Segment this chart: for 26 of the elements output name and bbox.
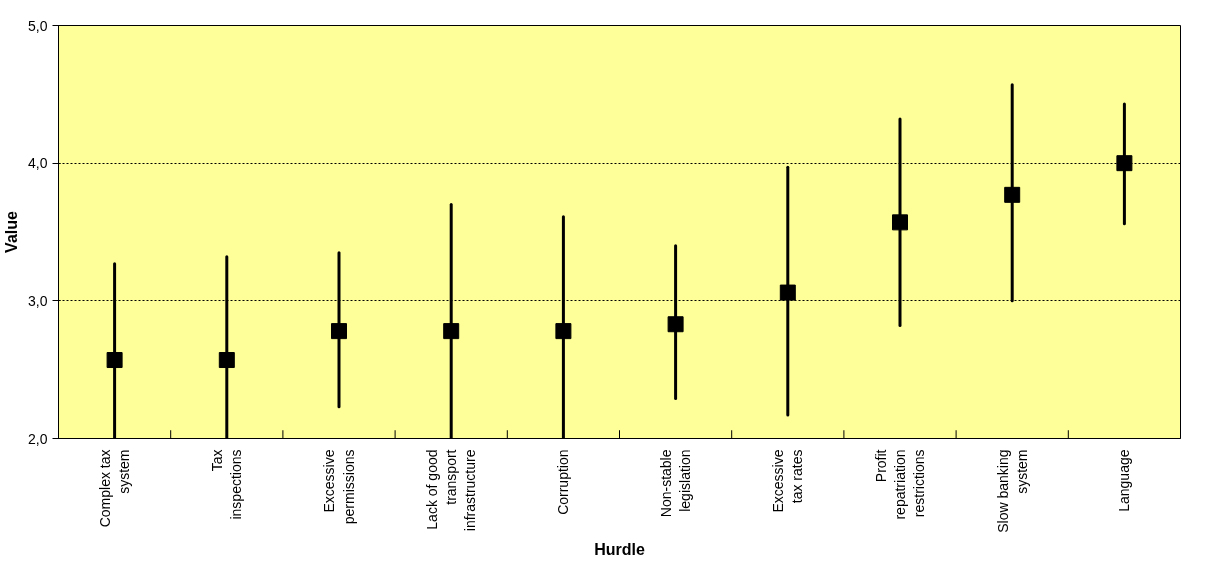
x-tick-label: Tax inspections bbox=[209, 449, 245, 520]
point bbox=[667, 316, 684, 333]
point bbox=[1004, 186, 1021, 203]
x-tick-label: Non-stable legislation bbox=[658, 449, 694, 518]
point bbox=[1116, 155, 1133, 172]
x-tick-label: Profit repatriation restrictions bbox=[872, 449, 928, 520]
x-tick-label: Lack of good transport infrastructure bbox=[424, 449, 479, 532]
point bbox=[331, 323, 347, 340]
y-tick-label: 2,0 bbox=[28, 430, 48, 447]
y-axis-title: Value bbox=[3, 211, 21, 253]
x-tick-label: Language bbox=[1116, 449, 1133, 512]
point bbox=[892, 214, 908, 231]
x-tick-label: Slow banking system bbox=[994, 449, 1030, 533]
x-tick-label: Complex tax system bbox=[97, 449, 133, 528]
y-tick-label: 3,0 bbox=[28, 292, 48, 309]
y-tick-label: 4,0 bbox=[28, 155, 48, 172]
point bbox=[779, 284, 796, 301]
x-tick-label: Excessive tax rates bbox=[770, 449, 806, 513]
x-tick-label: Corruption bbox=[555, 449, 572, 515]
point bbox=[443, 323, 460, 340]
x-axis-title: Hurdle bbox=[594, 540, 645, 558]
point bbox=[218, 352, 235, 369]
point bbox=[106, 352, 123, 369]
point bbox=[555, 323, 572, 340]
x-tick-label: Excessive permissions bbox=[321, 449, 357, 525]
y-tick-label: 5,0 bbox=[28, 17, 48, 34]
